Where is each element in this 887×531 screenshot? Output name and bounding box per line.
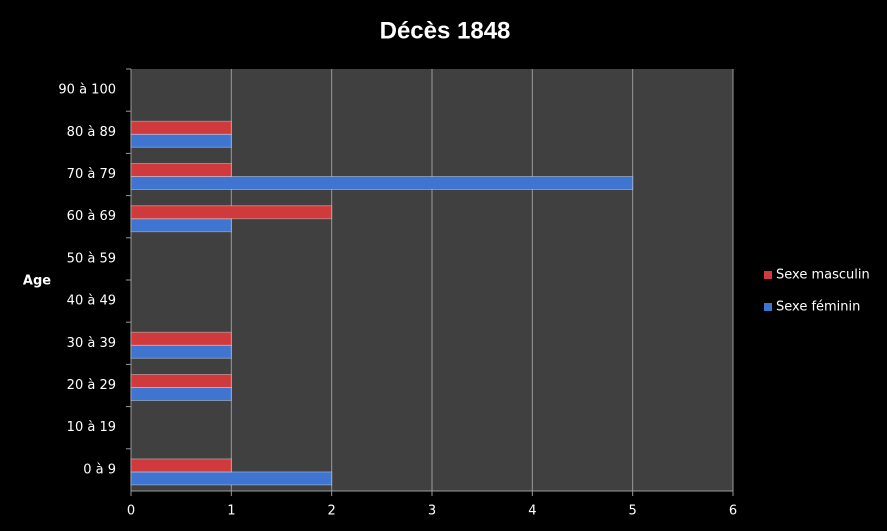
chart-title: Décès 1848 bbox=[380, 17, 511, 44]
y-tick-label: 60 à 69 bbox=[67, 209, 116, 224]
bar bbox=[130, 120, 232, 135]
y-tick-label: 50 à 59 bbox=[67, 251, 116, 266]
y-tick-label: 70 à 79 bbox=[67, 167, 116, 182]
bar bbox=[130, 331, 232, 346]
x-tick-label: 2 bbox=[328, 504, 336, 519]
bar bbox=[130, 387, 232, 401]
y-tick-label: 30 à 39 bbox=[67, 336, 116, 351]
bar bbox=[130, 218, 232, 233]
x-tick-label: 3 bbox=[428, 504, 436, 519]
x-tick-label: 0 bbox=[127, 504, 135, 519]
legend-label: Sexe féminin bbox=[776, 300, 860, 315]
y-tick-label: 80 à 89 bbox=[67, 125, 116, 140]
y-axis-title: Age bbox=[23, 274, 51, 289]
x-tick-label: 6 bbox=[729, 504, 737, 519]
y-tick-label: 0 à 9 bbox=[83, 462, 116, 477]
y-tick-label: 20 à 29 bbox=[67, 378, 116, 393]
x-tick-label: 5 bbox=[629, 504, 637, 519]
y-tick-label: 90 à 100 bbox=[58, 83, 116, 98]
bar bbox=[130, 205, 333, 220]
y-tick-label: 40 à 49 bbox=[67, 294, 116, 309]
bar bbox=[130, 458, 232, 473]
legend-label: Sexe masculin bbox=[776, 268, 870, 283]
y-tick-label: 10 à 19 bbox=[67, 420, 116, 435]
x-tick-label: 1 bbox=[227, 504, 235, 519]
x-tick-label: 4 bbox=[528, 504, 536, 519]
bar bbox=[130, 344, 232, 359]
legend-swatch bbox=[764, 303, 772, 311]
bar bbox=[130, 176, 634, 190]
bar bbox=[130, 374, 232, 388]
bar bbox=[130, 163, 232, 177]
bar bbox=[130, 133, 232, 148]
legend-swatch bbox=[764, 271, 772, 279]
bar bbox=[130, 471, 333, 486]
